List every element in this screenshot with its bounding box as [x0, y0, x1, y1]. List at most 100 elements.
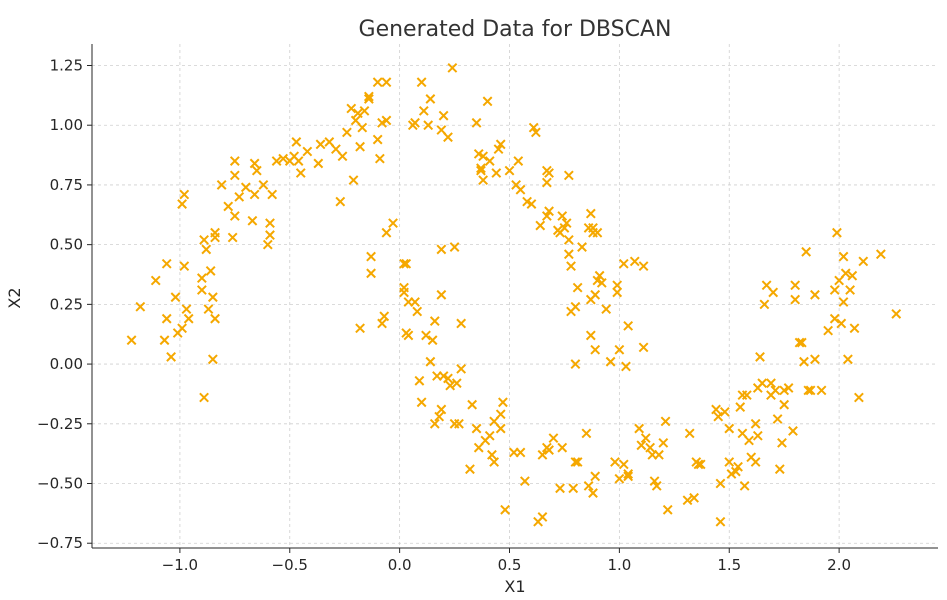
data-point-marker [858, 256, 869, 267]
data-point-marker [636, 440, 647, 451]
data-point-marker [750, 457, 761, 467]
data-point-marker [570, 457, 581, 467]
data-point-marker [836, 318, 847, 329]
data-point-marker [352, 108, 363, 119]
data-point-marker [555, 483, 565, 494]
data-point-marker [443, 132, 453, 143]
data-point-marker [478, 151, 489, 162]
data-point-marker [199, 392, 209, 403]
data-point-marker [170, 292, 181, 303]
data-point-marker [410, 297, 420, 307]
data-point-marker [388, 218, 398, 229]
data-point-marker [875, 249, 886, 260]
data-point-marker [199, 234, 209, 245]
data-point-marker [799, 356, 809, 367]
data-point-marker [337, 151, 348, 162]
data-point-marker [662, 504, 673, 515]
grid-lines [92, 44, 938, 548]
data-point-marker [563, 249, 574, 260]
data-point-marker [381, 77, 392, 88]
data-point-marker [768, 287, 779, 298]
data-point-marker [234, 191, 245, 202]
data-point-marker [759, 299, 770, 310]
data-point-marker [612, 280, 623, 291]
data-point-marker [348, 175, 359, 186]
data-point-marker [689, 492, 699, 503]
data-point-marker [355, 141, 365, 152]
data-point-marker [801, 246, 812, 257]
data-point-marker [161, 258, 172, 269]
data-point-marker [566, 261, 576, 272]
y-tick-label: 1.00 [50, 116, 83, 134]
data-point-marker [181, 304, 192, 315]
data-point-marker [135, 301, 146, 312]
data-point-marker [313, 158, 324, 169]
data-point-marker [467, 399, 478, 410]
data-point-marker [623, 469, 634, 479]
data-point-marker [541, 177, 552, 188]
data-point-marker [544, 206, 554, 217]
data-point-marker [777, 437, 787, 448]
data-point-marker [752, 430, 763, 441]
data-point-marker [640, 433, 651, 444]
data-point-marker [240, 182, 251, 193]
data-point-marker [805, 385, 816, 396]
data-point-marker [401, 258, 412, 269]
data-point-marker [302, 146, 313, 157]
data-point-marker [229, 211, 240, 221]
data-point-marker [590, 471, 601, 482]
data-point-marker [207, 292, 218, 303]
data-point-marker [724, 423, 735, 434]
data-point-marker [790, 280, 801, 291]
x-tick-label: 2.0 [827, 556, 851, 574]
data-point-marker [823, 325, 834, 336]
data-point-marker [891, 309, 902, 319]
data-point-marker [788, 426, 798, 436]
data-point-marker [196, 285, 207, 295]
data-point-marker [436, 289, 447, 300]
data-point-marker [845, 285, 856, 295]
data-point-marker [750, 418, 761, 429]
data-point-marker [495, 409, 506, 420]
data-point-marker [379, 311, 390, 322]
data-point-marker [838, 297, 849, 307]
data-point-marker [612, 287, 623, 298]
data-point-marker [849, 323, 860, 334]
data-point-marker [478, 175, 489, 186]
data-point-marker [381, 227, 392, 238]
data-point-marker [563, 234, 574, 245]
data-point-marker [829, 313, 840, 324]
data-point-marker [755, 352, 765, 362]
data-point-marker [357, 122, 368, 133]
data-point-marker [737, 390, 748, 401]
data-point-marker [487, 449, 497, 460]
data-point-marker [610, 457, 620, 467]
data-point-marker [790, 294, 801, 305]
data-point-marker [366, 268, 376, 279]
data-point-marker [295, 168, 306, 178]
data-point-marker [810, 289, 820, 300]
data-point-marker [471, 423, 482, 434]
data-point-marker [581, 428, 592, 439]
data-point-marker [783, 383, 794, 393]
data-point-marker [447, 62, 458, 73]
data-point-marker [205, 266, 216, 276]
data-point-marker [682, 495, 693, 506]
data-point-marker [377, 318, 387, 329]
data-point-marker [715, 478, 726, 489]
data-point-marker [412, 306, 423, 317]
data-point-marker [207, 354, 218, 365]
data-point-marker [421, 330, 431, 341]
data-point-marker [374, 153, 385, 164]
data-point-marker [216, 180, 227, 190]
data-point-marker [500, 504, 511, 515]
data-point-marker [853, 392, 864, 403]
data-point-marker [739, 480, 750, 491]
data-point-marker [594, 270, 605, 281]
data-point-marker [434, 411, 445, 422]
data-point-marker [498, 397, 508, 408]
data-point-marker [530, 127, 541, 138]
data-point-marker [271, 156, 282, 166]
data-point-marker [719, 406, 730, 417]
data-point-marker [476, 163, 486, 174]
